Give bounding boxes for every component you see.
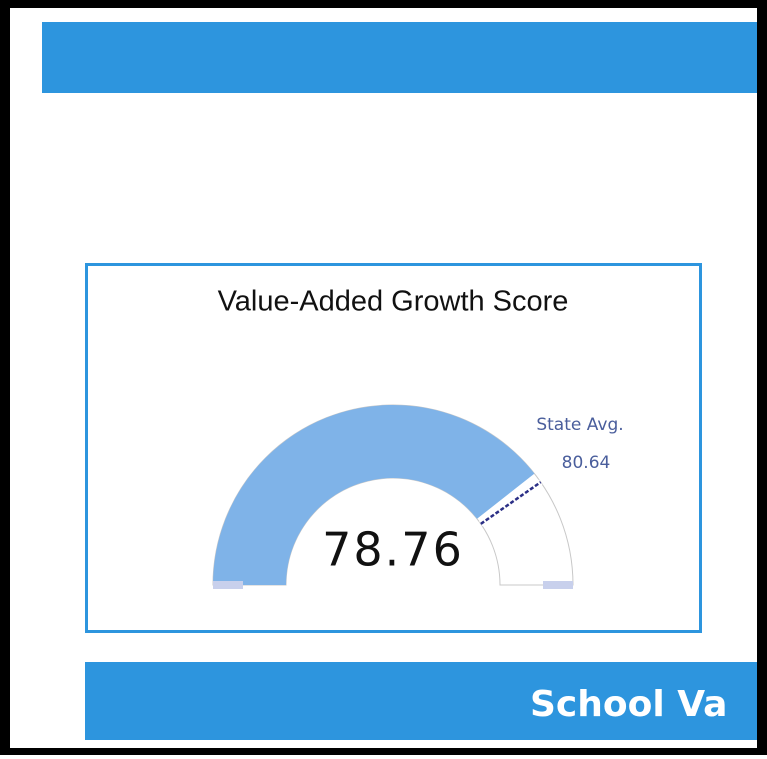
gauge-value: 78.76 [322,523,464,577]
gauge-end [543,581,573,589]
reference-marker [480,481,542,525]
reference-value: 80.64 [562,453,611,473]
banner-title: School Va [530,684,727,725]
card [85,263,702,633]
gauge-fill [213,405,535,585]
section-banner [85,662,757,740]
top-banner [42,22,757,93]
chart-title: Value-Added Growth Score [218,286,569,318]
gauge: 78.76 State Avg. 80.64 [212,404,624,589]
reference-label: State Avg. [536,415,623,435]
gauge-end [213,581,243,589]
